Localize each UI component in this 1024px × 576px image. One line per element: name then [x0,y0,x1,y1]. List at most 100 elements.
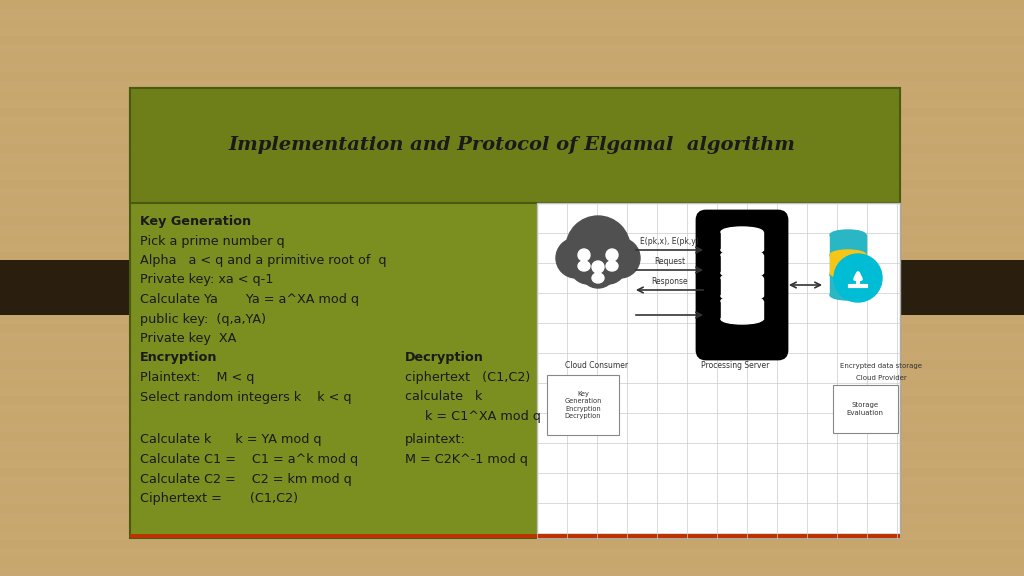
Bar [0,216,1024,225]
Circle shape [578,249,590,261]
Bar [0,234,1024,243]
Bar [130,88,900,538]
FancyBboxPatch shape [697,211,787,359]
Bar [0,468,1024,477]
Text: Cloud Consumer: Cloud Consumer [565,361,628,370]
Circle shape [606,249,618,261]
Circle shape [592,261,604,273]
Bar [0,198,1024,207]
Bar [0,432,1024,441]
Text: Select random integers k    k < q: Select random integers k k < q [140,391,351,404]
Circle shape [570,248,606,284]
Text: Alpha   a < q and a primitive root of  q: Alpha a < q and a primitive root of q [140,254,386,267]
Ellipse shape [830,250,866,260]
Text: Key Generation: Key Generation [140,215,251,228]
Bar [721,232,763,250]
Ellipse shape [721,227,763,237]
Bar [0,270,1024,279]
Text: Calculate Ya       Ya = a^XA mod q: Calculate Ya Ya = a^XA mod q [140,293,359,306]
Text: Storage
Evaluation: Storage Evaluation [847,402,884,416]
Bar [830,275,866,295]
Bar [547,375,618,435]
Bar [130,534,900,538]
Bar [0,54,1024,63]
Bar [0,126,1024,135]
Bar [0,180,1024,189]
Ellipse shape [721,314,763,324]
Text: Ciphertext =       (C1,C2): Ciphertext = (C1,C2) [140,492,298,505]
Text: Calculate C2 =    C2 = km mod q: Calculate C2 = C2 = km mod q [140,472,352,486]
Ellipse shape [830,270,866,280]
Text: Implementation and Protocol of Elgamal  algorithm: Implementation and Protocol of Elgamal a… [228,137,796,154]
Bar [0,0,1024,9]
Bar [0,72,1024,81]
Bar [833,385,898,433]
Bar [130,88,900,203]
Bar [0,252,1024,261]
Ellipse shape [721,268,763,278]
Bar [0,396,1024,405]
Bar [0,260,1024,315]
Text: Encrypted data storage: Encrypted data storage [840,363,922,369]
Text: Decryption: Decryption [406,351,484,365]
Ellipse shape [830,268,866,278]
Circle shape [834,254,882,302]
Text: M = C2K^-1 mod q: M = C2K^-1 mod q [406,453,528,466]
Text: ciphertext   (C1,C2): ciphertext (C1,C2) [406,371,530,384]
Text: public key:  (q,a,YA): public key: (q,a,YA) [140,313,266,325]
Text: Calculate C1 =    C1 = a^k mod q: Calculate C1 = C1 = a^k mod q [140,453,358,466]
Bar [0,360,1024,369]
Ellipse shape [830,290,866,300]
Text: k = C1^XA mod q: k = C1^XA mod q [425,410,541,423]
Bar [0,288,1024,297]
Circle shape [556,238,596,278]
Ellipse shape [721,245,763,255]
Circle shape [580,252,616,288]
Text: E(pk,x), E(pk,y): E(pk,x), E(pk,y) [640,237,698,246]
Bar [0,36,1024,45]
Text: Pick a prime number q: Pick a prime number q [140,234,285,248]
Text: plaintext:: plaintext: [406,434,466,446]
Text: Request: Request [654,257,685,266]
Bar [0,306,1024,315]
Ellipse shape [721,291,763,301]
Bar [0,486,1024,495]
Bar [0,342,1024,351]
Circle shape [590,248,626,284]
Ellipse shape [592,273,604,283]
Ellipse shape [721,250,763,260]
Ellipse shape [606,261,618,271]
Bar [0,522,1024,531]
Ellipse shape [721,296,763,306]
Text: Private key: xa < q-1: Private key: xa < q-1 [140,274,273,286]
Bar [721,301,763,319]
Bar [830,235,866,255]
Bar [0,18,1024,27]
Bar [830,255,866,273]
Circle shape [600,238,640,278]
Bar [721,255,763,273]
Text: Response: Response [651,277,688,286]
Ellipse shape [578,261,590,271]
Bar [0,450,1024,459]
Bar [0,540,1024,549]
Bar [0,504,1024,513]
Text: calculate   k: calculate k [406,391,482,404]
Bar [537,203,900,538]
Text: Calculate k      k = YA mod q: Calculate k k = YA mod q [140,434,322,446]
Ellipse shape [830,250,866,260]
Bar [0,162,1024,171]
Bar [0,324,1024,333]
Bar [830,255,866,275]
Bar [0,144,1024,153]
Text: Key
Generation
Encryption
Decryption: Key Generation Encryption Decryption [564,391,602,419]
Bar [0,108,1024,117]
Ellipse shape [830,230,866,240]
Text: Encryption: Encryption [140,351,217,365]
Text: Processing Server: Processing Server [700,361,769,370]
Bar [0,378,1024,387]
Circle shape [566,216,630,280]
Ellipse shape [721,273,763,283]
Text: Private key  XA: Private key XA [140,332,237,345]
Bar [0,558,1024,567]
